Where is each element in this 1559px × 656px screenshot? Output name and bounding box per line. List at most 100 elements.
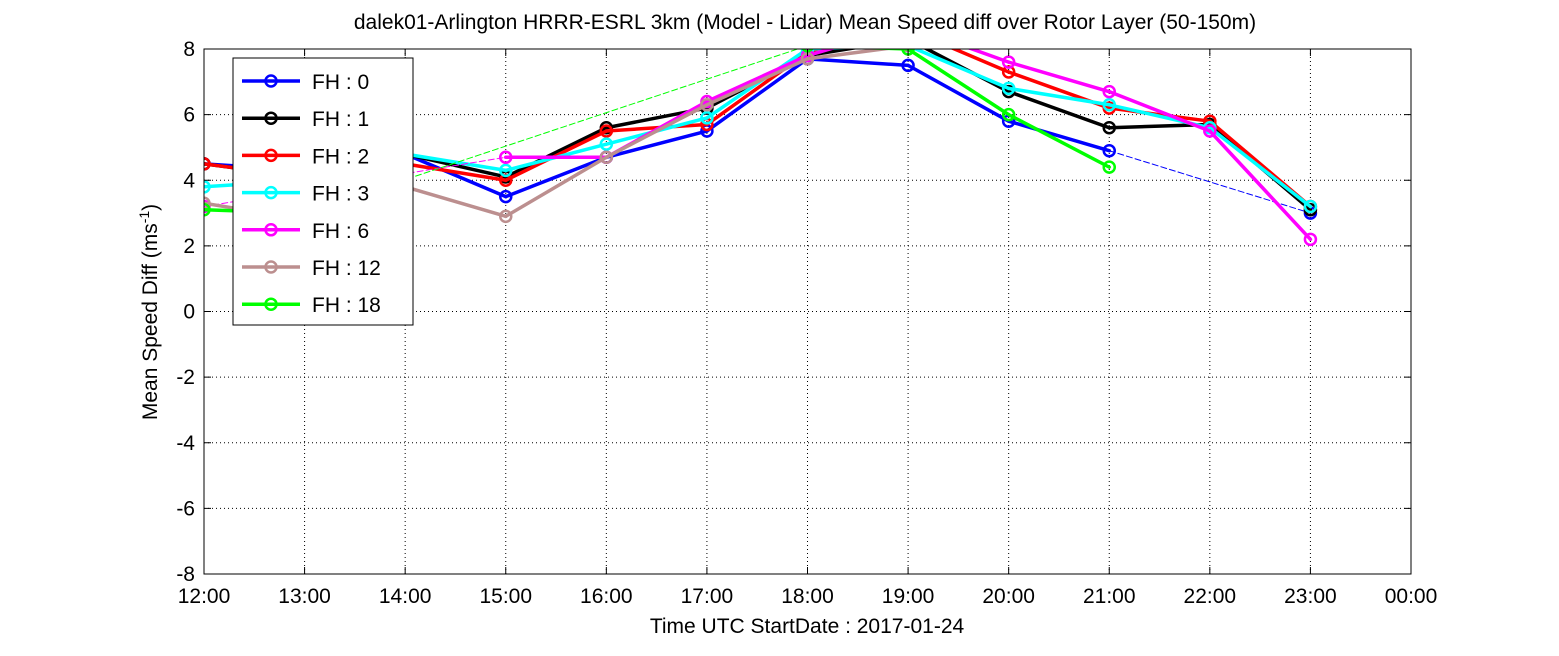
series-line-segment bbox=[504, 155, 609, 219]
legend-label: FH : 18 bbox=[312, 294, 381, 317]
data-point-marker bbox=[1303, 232, 1318, 247]
legend-label: FH : 3 bbox=[312, 183, 369, 206]
data-point-marker bbox=[700, 98, 714, 112]
y-tick-label: 2 bbox=[183, 235, 195, 258]
legend-marker bbox=[264, 74, 278, 88]
y-axis-label-close: ) bbox=[139, 204, 162, 211]
series-line-segment bbox=[950, 49, 1011, 74]
y-tick-label: -2 bbox=[176, 366, 195, 389]
x-tick-label: 15:00 bbox=[479, 585, 532, 608]
series-line-segment bbox=[1006, 89, 1111, 130]
y-tick-label: 8 bbox=[183, 38, 195, 61]
data-point-marker bbox=[599, 150, 614, 165]
series-line-segment bbox=[1006, 112, 1111, 169]
x-tick-label: 22:00 bbox=[1184, 585, 1237, 608]
y-tick-label: 0 bbox=[183, 301, 195, 324]
legend-label: FH : 6 bbox=[312, 220, 369, 243]
series-line-segment bbox=[911, 49, 1011, 91]
series-line-segment bbox=[504, 155, 609, 199]
data-point-marker bbox=[1303, 199, 1318, 214]
series-line-segment bbox=[1107, 89, 1212, 133]
data-point-marker bbox=[499, 189, 513, 204]
y-axis-label: Mean Speed Diff (ms-1) bbox=[136, 204, 162, 420]
data-point-marker bbox=[204, 180, 211, 194]
x-tick-label: 21:00 bbox=[1083, 585, 1136, 608]
series-line-segment bbox=[705, 53, 810, 104]
legend-marker bbox=[264, 297, 278, 311]
data-point-marker bbox=[499, 209, 513, 224]
x-tick-label: 17:00 bbox=[681, 585, 734, 608]
data-point-marker bbox=[499, 163, 513, 178]
x-axis-label: Time UTC StartDate : 2017-01-24 bbox=[650, 615, 965, 638]
series-line-segment bbox=[906, 49, 1011, 117]
legend-marker bbox=[264, 260, 278, 274]
data-point-marker bbox=[1102, 98, 1116, 112]
data-point-marker bbox=[599, 124, 614, 138]
series-line-segment bbox=[403, 162, 508, 182]
series-line-segment bbox=[1006, 119, 1111, 153]
data-point-marker bbox=[700, 111, 714, 125]
series-line-segment bbox=[906, 63, 1011, 123]
legend-marker bbox=[264, 111, 278, 125]
y-axis-label-main: Mean Speed Diff (ms bbox=[139, 223, 162, 420]
series-line-segment bbox=[1006, 86, 1111, 107]
series-line-segment bbox=[805, 49, 837, 58]
data-point-marker bbox=[599, 137, 614, 151]
x-tick-label: 23:00 bbox=[1284, 585, 1337, 608]
data-point-marker bbox=[1102, 84, 1116, 99]
series-line-segment bbox=[1208, 126, 1313, 209]
legend-label: FH : 0 bbox=[312, 71, 369, 94]
x-tick-label: 14:00 bbox=[379, 585, 432, 608]
data-point-marker bbox=[204, 196, 211, 210]
data-point-marker bbox=[1203, 124, 1217, 138]
x-tick-label: 20:00 bbox=[982, 585, 1035, 608]
data-point-marker bbox=[204, 157, 211, 171]
data-point-marker bbox=[1001, 107, 1016, 122]
series-gap-segment bbox=[304, 49, 800, 214]
series-line-segment bbox=[705, 57, 810, 107]
series-line-segment bbox=[1006, 60, 1111, 94]
series-line-segment bbox=[604, 129, 709, 160]
data-point-marker bbox=[1102, 160, 1116, 174]
y-tick-label: 4 bbox=[183, 169, 195, 192]
legend-marker bbox=[264, 148, 278, 163]
series-line-segment bbox=[805, 57, 910, 68]
y-tick-label: 6 bbox=[183, 104, 195, 127]
legend-label: FH : 2 bbox=[312, 145, 369, 168]
y-axis-label-superscript: -1 bbox=[136, 211, 152, 224]
x-tick-label: 16:00 bbox=[580, 585, 633, 608]
series-line-segment bbox=[805, 49, 859, 58]
data-point-marker bbox=[1102, 143, 1116, 158]
legend: FH : 0 FH : 1 FH : 2 FH : 3 FH : 6 FH : 12 FH … bbox=[232, 57, 414, 326]
y-tick-label: -6 bbox=[176, 497, 195, 520]
legend-marker bbox=[264, 223, 278, 237]
series-line-segment bbox=[403, 185, 508, 219]
legend-marker bbox=[264, 185, 278, 200]
x-tick-label: 13:00 bbox=[278, 585, 331, 608]
data-point-marker bbox=[1001, 81, 1016, 96]
y-tick-label: -8 bbox=[176, 563, 195, 586]
series-line-segment bbox=[705, 57, 810, 133]
series-line-segment bbox=[966, 49, 1011, 64]
x-tick-label: 19:00 bbox=[882, 585, 935, 608]
data-point-marker bbox=[204, 203, 211, 217]
x-tick-label: 12:00 bbox=[178, 585, 231, 608]
legend-label: FH : 12 bbox=[312, 257, 381, 280]
x-tick-labels: 12:00 13:00 14:00 15:00 16:00 17:00 18:00 19:00… bbox=[178, 585, 1438, 608]
axis-ticks bbox=[203, 48, 1412, 575]
y-tick-label: -4 bbox=[176, 432, 195, 455]
data-point-marker bbox=[1102, 121, 1116, 135]
chart-title: dalek01-Arlington HRRR-ESRL 3km (Model -… bbox=[354, 11, 1256, 34]
data-point-marker bbox=[901, 58, 915, 73]
series-line-segment bbox=[805, 49, 897, 61]
legend-label: FH : 1 bbox=[312, 108, 369, 131]
y-tick-labels: 8 6 4 2 0 -2 -4 -6 -8 bbox=[176, 38, 195, 586]
series-line-segment bbox=[403, 152, 508, 173]
series-line-segment bbox=[504, 126, 609, 179]
x-tick-label: 00:00 bbox=[1385, 585, 1438, 608]
data-point-marker bbox=[1001, 55, 1016, 69]
series-line-segment bbox=[1208, 129, 1313, 242]
data-point-marker bbox=[499, 150, 513, 165]
series-line-segment bbox=[604, 103, 709, 160]
